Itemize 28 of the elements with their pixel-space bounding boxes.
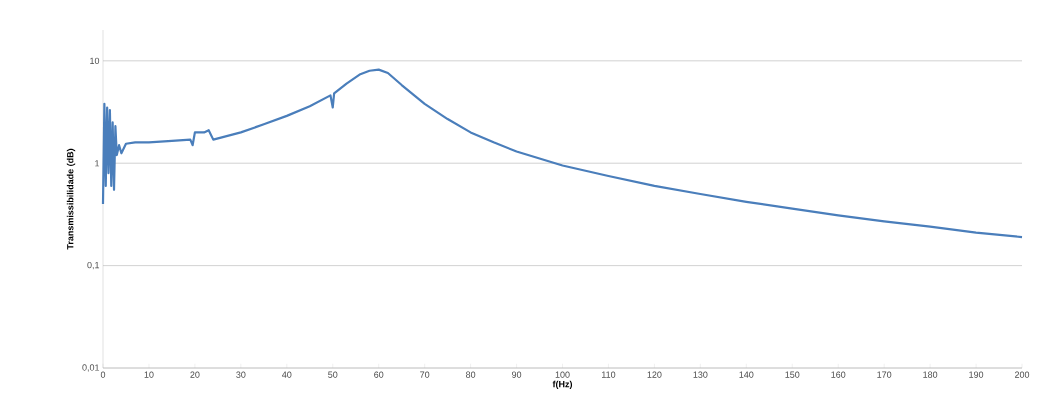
x-tick-label: 170 [877,371,892,378]
y-axis-title: Transmissibilidade (dB) [66,148,76,250]
x-tick-label: 70 [420,371,430,378]
x-tick-label: 120 [647,371,662,378]
x-tick-label: 50 [328,371,338,378]
x-tick-label: 190 [969,371,984,378]
x-tick-label: 20 [190,371,200,378]
line-series [101,68,1024,239]
x-tick-label: 30 [236,371,246,378]
x-tick-label: 130 [693,371,708,378]
x-tick-label: 60 [374,371,384,378]
x-tick-label: 140 [739,371,754,378]
x-tick-label: 0 [100,371,106,378]
x-tick-label: 110 [602,371,616,378]
x-tick-label: 40 [282,371,292,378]
x-tick-label: 200 [1014,371,1030,378]
y-tick-label: 0,01 [82,364,100,372]
x-tick-label: 10 [144,371,154,378]
x-tick-label: 180 [923,371,938,378]
x-tick-label: 90 [511,371,522,378]
y-tick-label: 1 [95,160,100,167]
x-tick-label: 150 [785,371,800,378]
y-tick-label: 0,1 [87,261,100,270]
x-axis-title: f(Hz) [552,380,573,390]
x-tick-label: 100 [555,371,570,378]
x-tick-label: 160 [831,371,846,378]
y-tick-label: 10 [90,57,100,64]
x-tick-label: 80 [466,371,476,378]
